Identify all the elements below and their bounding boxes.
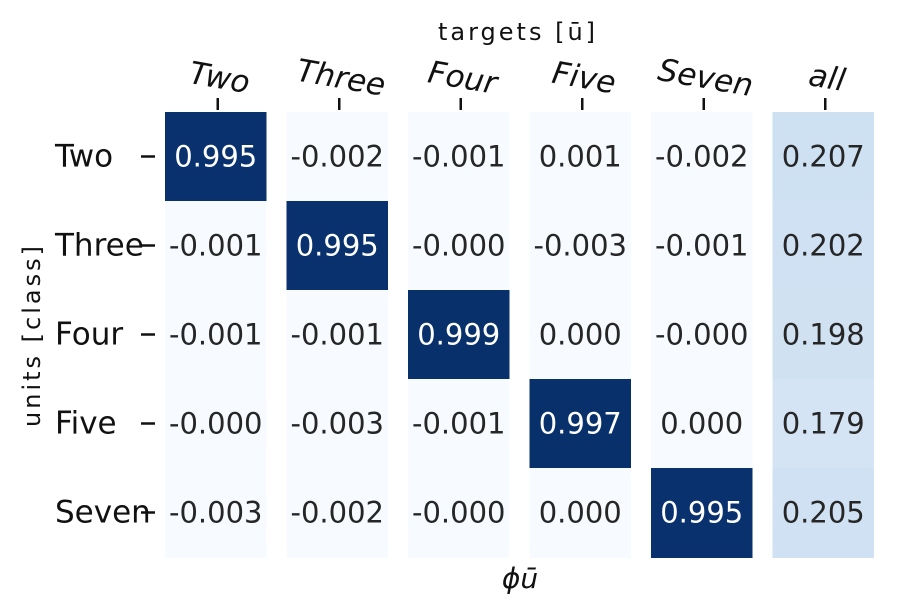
heatmap-cell-four-seven: [651, 290, 753, 380]
column-label-five: Five: [549, 55, 618, 102]
heatmap-cell-seven-two: [165, 468, 267, 558]
cell-value-label: -0.001: [655, 229, 749, 263]
cell-value-label: 0.000: [660, 407, 743, 441]
cell-value-label: -0.001: [169, 318, 263, 352]
heatmap-cell-seven-four: [408, 468, 510, 558]
cell-value-label: 0.995: [660, 496, 743, 530]
cell-value-label: -0.000: [412, 229, 506, 263]
cell-value-label: 0.198: [782, 318, 865, 352]
column-label-seven: Seven: [655, 52, 756, 104]
cell-value-label: -0.001: [291, 318, 385, 352]
heatmap-cell-three-seven: [651, 201, 753, 291]
heatmap-cell-five-five: [529, 379, 631, 469]
heatmap-cell-four-all: [772, 290, 874, 380]
cell-value-label: -0.000: [412, 496, 506, 530]
heatmap-cell-two-five: [529, 112, 631, 202]
cell-value-label: -0.000: [169, 407, 263, 441]
cell-value-label: -0.001: [169, 229, 263, 263]
heatmap-cell-three-three: [286, 201, 388, 291]
cell-value-label: -0.000: [655, 318, 749, 352]
heatmap-cells: 0.995 -0.002 -0.001 0.001 -0.002 0.207 -0.001 0…: [165, 112, 874, 558]
heatmap-cell-four-four: [408, 290, 510, 380]
cell-value-label: -0.002: [291, 140, 385, 174]
cell-value-label: 0.995: [174, 140, 257, 174]
heatmap-cell-two-two: [165, 112, 267, 202]
cell-value-label: 0.202: [782, 229, 865, 263]
row-ticks: Two Three Four Five Seven: [54, 139, 155, 531]
cell-value-label: 0.997: [539, 407, 622, 441]
heatmap-cell-three-two: [165, 201, 267, 291]
cell-value-label: -0.001: [412, 407, 506, 441]
cell-value-label: -0.001: [412, 140, 506, 174]
cell-value-label: -0.003: [291, 407, 385, 441]
y-axis-title: units [class]: [18, 243, 46, 427]
heatmap-cell-five-all: [772, 379, 874, 469]
heatmap-cell-four-three: [286, 290, 388, 380]
x-axis-title-bottom: ϕū: [502, 562, 538, 595]
cell-value-label: -0.002: [655, 140, 749, 174]
row-label-three: Three: [54, 228, 144, 264]
heatmap-cell-three-all: [772, 201, 874, 291]
heatmap-cell-seven-seven: [651, 468, 753, 558]
heatmap-cell-two-four: [408, 112, 510, 202]
heatmap-cell-three-five: [529, 201, 631, 291]
cell-value-label: 0.001: [539, 140, 622, 174]
heatmap-cell-four-two: [165, 290, 267, 380]
heatmap-cell-three-four: [408, 201, 510, 291]
heatmap-cell-four-five: [529, 290, 631, 380]
row-label-five: Five: [55, 406, 117, 442]
cell-value-label: -0.003: [534, 229, 628, 263]
cell-value-label: 0.000: [539, 496, 622, 530]
heatmap-cell-five-seven: [651, 379, 753, 469]
heatmap-cell-two-all: [772, 112, 874, 202]
cell-value-label: 0.179: [782, 407, 865, 441]
row-label-seven: Seven: [55, 495, 151, 531]
heatmap-cell-five-four: [408, 379, 510, 469]
row-label-two: Two: [54, 139, 113, 175]
heatmap-cell-five-two: [165, 379, 267, 469]
cell-value-label: 0.995: [296, 229, 379, 263]
column-ticks: Two Three Four Five Seven all: [186, 52, 848, 110]
column-label-two: Two: [186, 55, 252, 101]
cell-value-label: 0.205: [782, 496, 865, 530]
row-label-four: Four: [55, 317, 123, 353]
heatmap-cell-five-three: [286, 379, 388, 469]
heatmap-cell-seven-all: [772, 468, 874, 558]
cell-value-label: 0.000: [539, 318, 622, 352]
cell-value-label: 0.207: [782, 140, 865, 174]
heatmap-cell-two-three: [286, 112, 388, 202]
column-label-four: Four: [425, 54, 502, 102]
column-label-three: Three: [294, 53, 388, 104]
column-label-all: all: [806, 57, 848, 99]
cell-value-label: 0.999: [417, 318, 500, 352]
heatmap-cell-two-seven: [651, 112, 753, 202]
cell-value-label: -0.003: [169, 496, 263, 530]
heatmap-cell-seven-three: [286, 468, 388, 558]
cell-value-label: -0.002: [291, 496, 385, 530]
heatmap-cell-seven-five: [529, 468, 631, 558]
x-axis-title-top: targets [ū]: [438, 18, 598, 46]
